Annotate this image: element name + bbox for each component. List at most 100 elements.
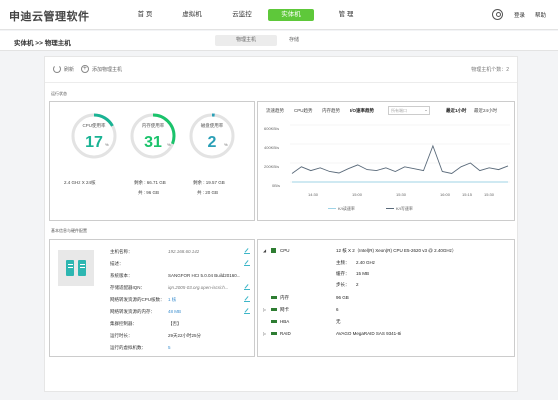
memory-icon <box>271 296 277 299</box>
memory-key: 内存 <box>280 295 289 300</box>
filter-cpu[interactable]: CPU趋势 <box>294 108 313 113</box>
help-link[interactable]: 帮助 <box>535 13 547 19</box>
expand-caret-icon[interactable]: ▷ <box>263 331 267 336</box>
collapse-caret-icon[interactable]: ◢ <box>263 248 267 253</box>
range-24h[interactable]: 最近24小时 <box>474 108 498 113</box>
gauge-arc <box>130 113 176 159</box>
cpu-cache-label: 缓存： <box>336 271 350 276</box>
add-host-button[interactable]: 添加物理主机 <box>92 67 123 73</box>
gauge-ring <box>71 113 117 159</box>
cpu-spec: 2.4 GHz X 24核 <box>64 180 96 185</box>
memory-gauge: 内存使用率 31 % <box>129 112 177 160</box>
breadcrumb: 实体机 >> 物理主机 <box>14 40 71 47</box>
cpu-value: 12 核 X 2（Intel(R) Xeon(R) CPU E5-2620 v3… <box>336 248 457 253</box>
port-select[interactable]: 所有端口 <box>388 106 430 115</box>
legend-read: K/I读速率 <box>328 206 355 212</box>
memory-remaining: 剩余 : 66.71 GB <box>134 180 166 185</box>
add-icon[interactable] <box>81 65 89 73</box>
gauge-ring <box>189 113 235 159</box>
forward-memory-label: 网络转发资源的内存： <box>110 309 155 314</box>
x-tick: 15:15 <box>462 192 473 197</box>
breadcrumb-bar: 实体机 >> 物理主机 物理主机 存储 <box>0 31 558 51</box>
server-image <box>58 250 94 286</box>
hba-key: HBA <box>280 319 290 324</box>
memory-value: 96 GB <box>336 295 349 300</box>
raid-icon <box>271 332 277 335</box>
iqn-value: iqn.2005-03.org.open-iscsi:h... <box>168 285 229 290</box>
refresh-button[interactable]: 刷新 <box>64 67 75 73</box>
nav-vm[interactable]: 虚拟机 <box>182 11 202 18</box>
cpu-gauge-unit: % <box>105 142 109 147</box>
cpu-stepping-value: 2 <box>356 282 359 287</box>
filter-io[interactable]: I/O速率趋势 <box>350 108 375 113</box>
edit-icon[interactable] <box>244 296 250 302</box>
section-basic-info: 基本信息与硬件配置 <box>51 228 87 233</box>
forward-cpu-value[interactable]: 1 核 <box>168 297 177 302</box>
host-info-panel: 主机名称： 192.168.60.142 描述： 系统版本： SANGFOR H… <box>49 239 255 357</box>
cluster-controller-label: 集群控制器： <box>110 321 137 326</box>
host-name-label: 主机名称： <box>110 249 133 254</box>
x-tick: 15:00 <box>352 192 363 197</box>
memory-total: 共 : 96 GB <box>138 190 160 195</box>
nic-value: 6 <box>336 307 339 312</box>
nic-key: 网卡 <box>280 307 289 312</box>
system-version-label: 系统版本： <box>110 273 133 278</box>
edit-icon[interactable] <box>244 308 250 314</box>
cpu-gauge-value: 17 <box>85 134 103 151</box>
forward-cpu-label: 网络转发资源的CPU核数： <box>110 297 165 302</box>
x-tick: 15:30 <box>396 192 407 197</box>
host-count: 物理主机个数：2 <box>471 67 509 73</box>
vm-count-value[interactable]: 5 <box>168 345 171 350</box>
cpu-key: CPU <box>280 248 290 253</box>
usage-panel: CPU使用率 17 % 2.4 GHz X 24核 内存使用率 31 % 剩余 … <box>49 101 255 221</box>
edit-icon[interactable] <box>244 284 250 290</box>
y-tick: 0B/s <box>272 183 281 188</box>
expand-caret-icon[interactable]: ▷ <box>263 307 267 312</box>
gauge-ring <box>130 113 176 159</box>
server-unit-icon <box>78 260 86 276</box>
disk-total: 共 : 20 GB <box>197 190 219 195</box>
memory-gauge-unit: % <box>167 142 171 147</box>
system-version-value: SANGFOR HCI 5.0.04 Build20160... <box>168 273 240 278</box>
filter-flow[interactable]: 流速趋势 <box>266 108 284 113</box>
gauge-arc <box>71 113 117 159</box>
disk-remaining: 剩余 : 19.57 GB <box>193 180 225 185</box>
legend-write: K/I写速率 <box>386 206 413 212</box>
uptime-label: 运行时长： <box>110 333 133 338</box>
tab-physical-host[interactable]: 物理主机 <box>215 35 277 46</box>
toolbar: 刷新 添加物理主机 物理主机个数：2 <box>45 57 517 83</box>
edit-icon[interactable] <box>244 248 250 254</box>
nav-home[interactable]: 首 页 <box>137 11 153 18</box>
raid-key: RAID <box>280 331 291 336</box>
cluster-controller-value: 【否】 <box>168 321 182 326</box>
disk-gauge-unit: % <box>224 142 228 147</box>
gauge-arc <box>189 113 235 159</box>
range-1h[interactable]: 最近1小时 <box>446 108 467 113</box>
cpu-icon <box>271 248 276 253</box>
hba-value: 无 <box>336 319 341 324</box>
cpu-stepping-label: 步长： <box>336 282 350 287</box>
refresh-icon[interactable] <box>53 65 61 73</box>
memory-gauge-value: 31 <box>144 134 162 151</box>
disk-gauge-title: 磁盘使用率 <box>200 123 224 128</box>
nav-physical[interactable]: 实体机 <box>268 9 314 21</box>
iqn-label: 存储适配器IQN： <box>110 285 145 290</box>
y-tick: 600KB/s <box>264 126 280 131</box>
host-name-value: 192.168.60.142 <box>168 249 200 254</box>
nav-manage[interactable]: 管 理 <box>338 11 354 18</box>
filter-memory[interactable]: 内存趋势 <box>322 108 340 113</box>
edit-icon[interactable] <box>244 260 250 266</box>
x-tick: 14:30 <box>308 192 319 197</box>
forward-memory-value[interactable]: 48 MB <box>168 309 182 314</box>
cpu-gauge-title: CPU使用率 <box>82 123 106 128</box>
io-chart-panel: 流速趋势 CPU趋势 内存趋势 I/O速率趋势 所有端口 最近1小时 最近24小… <box>257 101 515 221</box>
nav-cloud-monitor[interactable]: 云监控 <box>232 11 252 18</box>
raid-value: AVAGO MegaRAID SAS 9341-8i <box>336 331 402 336</box>
tab-storage[interactable]: 存储 <box>288 37 299 43</box>
io-line-chart <box>290 124 510 183</box>
user-icon[interactable] <box>492 9 503 20</box>
cpu-freq-label: 主频： <box>336 260 350 265</box>
uptime-value: 29天22小时25分 <box>168 333 202 338</box>
login-link[interactable]: 登录 <box>514 13 526 19</box>
cpu-gauge: CPU使用率 17 % <box>70 112 118 160</box>
